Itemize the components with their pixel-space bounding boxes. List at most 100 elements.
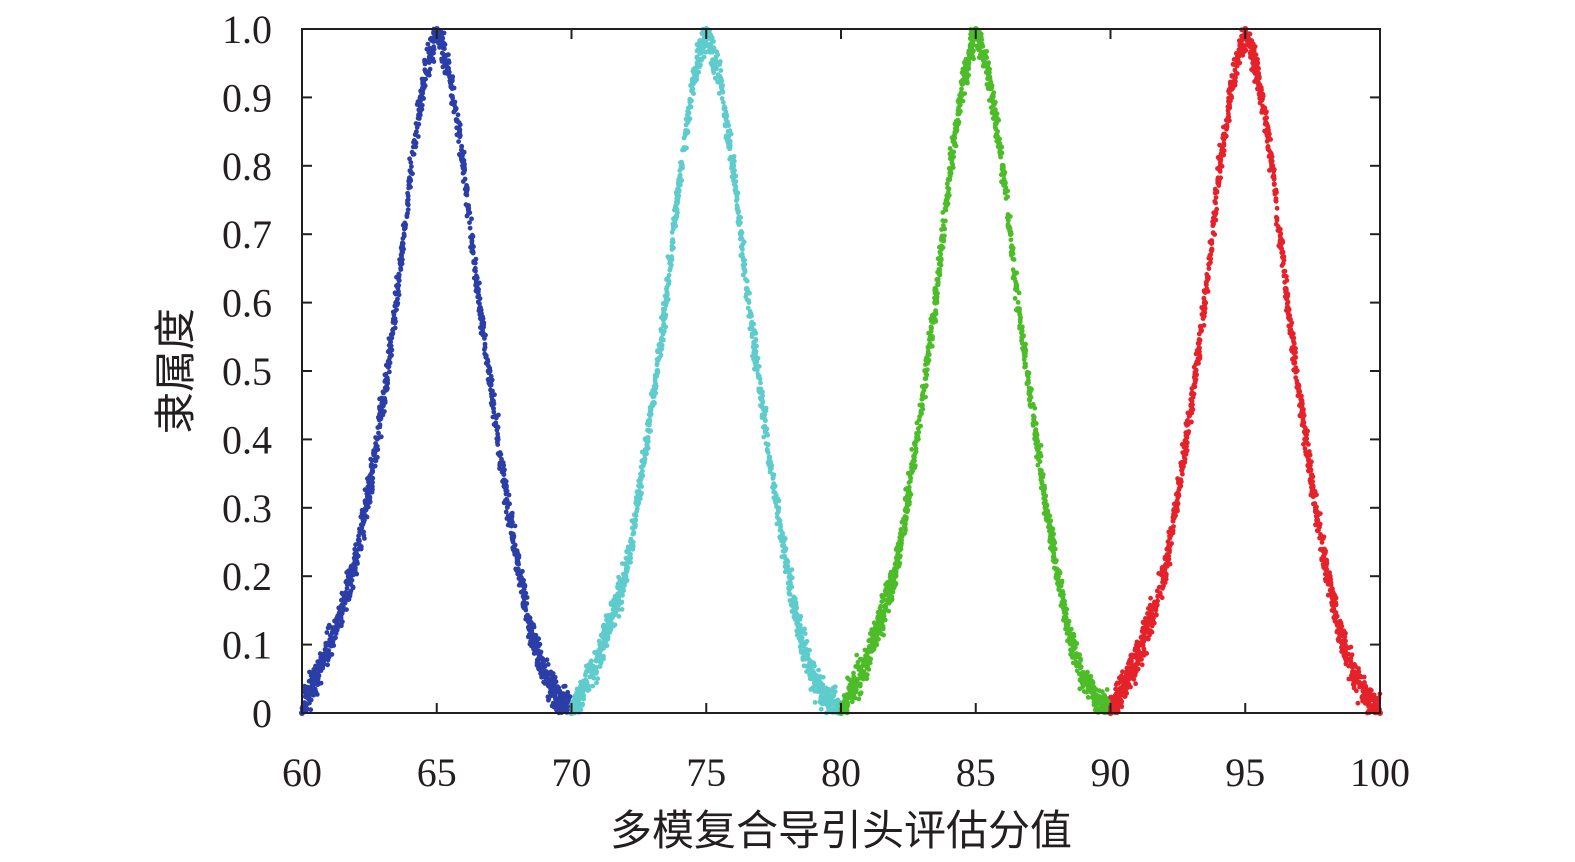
scatter-point [904,508,909,513]
scatter-point [1003,180,1008,186]
scatter-point [879,594,885,600]
scatter-point [881,608,887,614]
scatter-point [675,198,681,204]
scatter-point [811,684,817,690]
data-point [770,484,777,491]
scatter-point [749,331,755,337]
scatter-point [680,147,685,153]
data-point [851,682,858,689]
scatter-point [715,79,721,85]
scatter-point [912,463,918,468]
scatter-point [753,349,759,355]
scatter-point [708,33,714,38]
scatter-point [634,509,640,514]
data-point [689,80,696,87]
scatter-point [375,447,381,452]
data-point [608,614,615,621]
scatter-point [590,683,596,689]
scatter-point [778,522,783,528]
scatter-point [1101,702,1107,708]
scatter-point [648,410,653,416]
scatter-point [543,674,549,680]
data-point [460,162,467,169]
scatter-point [660,331,666,337]
scatter-point [854,664,860,669]
scatter-point [886,596,892,602]
scatter-point [1085,688,1091,693]
scatter-point [542,681,548,686]
scatter-point [520,568,525,574]
scatter-point [739,236,745,242]
scatter-point [908,475,914,481]
scatter-point [312,686,318,692]
data-point [811,675,817,682]
scatter-point [527,641,533,647]
data-point [891,573,898,580]
scatter-point [725,137,731,143]
scatter-point [470,250,476,256]
scatter-point [487,369,492,375]
scatter-point [1076,660,1082,666]
scatter-point [396,278,402,283]
scatter-point [376,430,381,436]
scatter-point [546,696,552,701]
scatter-point [782,553,787,559]
scatter-point [792,604,798,610]
scatter-point [876,636,881,642]
scatter-point [793,610,798,615]
data-point [352,559,359,566]
scatter-point [706,48,711,54]
scatter-point [938,251,944,257]
scatter-point [721,106,727,112]
scatter-point [801,663,807,669]
scatter-point [455,112,461,118]
data-point [1053,566,1060,573]
scatter-point [344,570,350,575]
scatter-point [504,516,510,521]
scatter-point [1078,656,1083,662]
scatter-point [438,29,444,35]
scatter-point [527,615,533,621]
scatter-point [1274,205,1280,211]
scatter-point [491,409,497,415]
scatter-point [607,623,613,629]
scatter-point [625,555,631,560]
scatter-point [728,131,734,137]
scatter-point [946,186,952,192]
scatter-point [344,582,350,587]
scatter-point [1038,474,1044,479]
scatter-point [925,361,930,366]
scatter-point [756,373,762,379]
scatter-point [550,700,556,706]
scatter-point [590,663,596,669]
data-point [635,491,642,498]
scatter-point [402,224,408,230]
scatter-point [305,686,311,692]
scatter-point [1072,653,1078,658]
scatter-point [962,91,968,96]
scatter-point [895,557,901,563]
scatter-point [898,538,904,544]
scatter-point [388,354,393,360]
scatter-point [1076,671,1082,677]
scatter-point [361,529,366,535]
scatter-point [808,687,814,692]
scatter-point [482,344,488,350]
scatter-point [747,314,753,319]
scatter-point [356,537,362,543]
scatter-point [795,624,801,629]
scatter-point [1016,309,1022,314]
data-point [555,696,561,703]
scatter-point [616,614,622,619]
scatter-point [578,707,584,713]
scatter-point [870,633,875,638]
scatter-point [524,601,530,606]
scatter-point [333,619,339,625]
scatter-point [319,652,324,657]
scatter-point [1048,534,1054,540]
scatter-point [664,286,669,292]
scatter-point [480,330,486,336]
scatter-point [932,286,938,291]
scatter-point [477,305,483,311]
scatter-point [761,407,766,413]
